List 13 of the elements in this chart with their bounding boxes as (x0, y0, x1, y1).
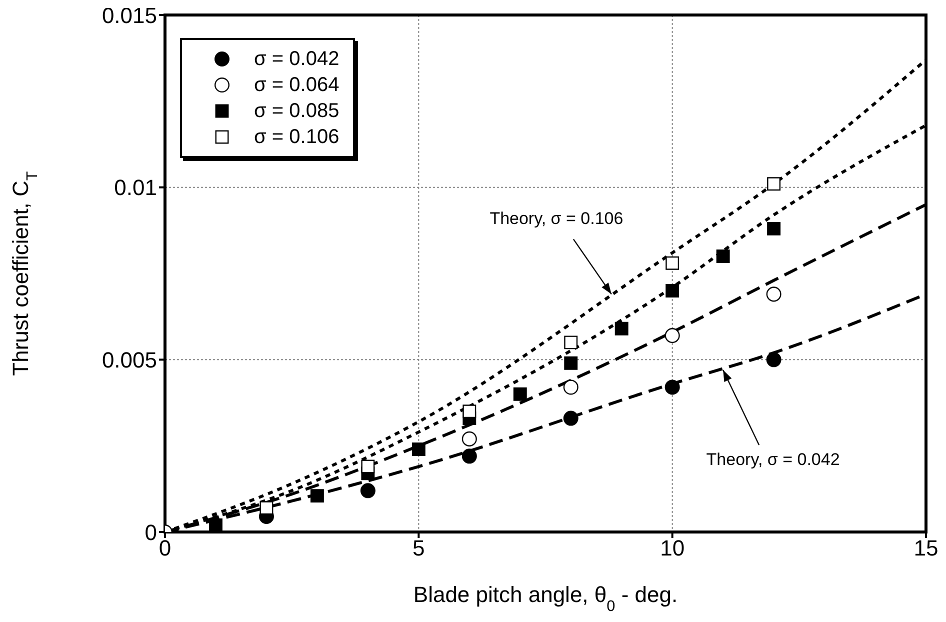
x-tick-label: 5 (412, 536, 425, 561)
legend-label: σ = 0.064 (254, 74, 340, 96)
annotation: Theory, σ = 0.106 (490, 209, 624, 228)
x-tick-label: 10 (660, 536, 685, 561)
y-tick-label: 0.005 (102, 347, 157, 372)
x-tick-label: 15 (914, 536, 938, 561)
legend-label: σ = 0.042 (254, 48, 340, 70)
y-tick-label: 0 (144, 520, 157, 545)
x-axis-title: Blade pitch angle, θ$_{0}$ - deg. (413, 582, 678, 614)
annotation: Theory, σ = 0.042 (706, 450, 840, 470)
legend-label: σ = 0.106 (254, 126, 340, 148)
legend-label: σ = 0.085 (254, 100, 340, 122)
y-tick-label: 0.01 (114, 175, 157, 200)
